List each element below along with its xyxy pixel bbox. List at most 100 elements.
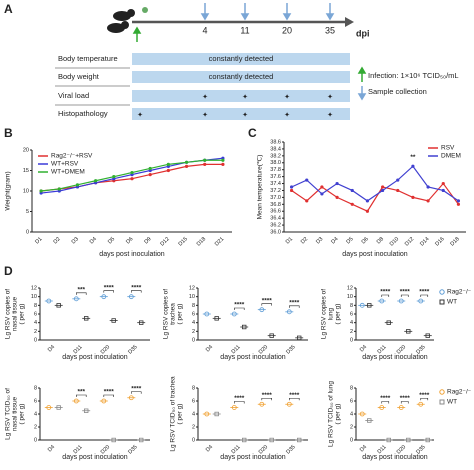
bracket <box>103 394 114 397</box>
row-lines <box>55 67 130 106</box>
x-tick-label: D20 <box>396 444 407 455</box>
point <box>305 199 309 203</box>
unit: dpi <box>356 28 370 38</box>
point <box>426 185 430 189</box>
svg-text:✦: ✦ <box>327 93 333 101</box>
y-axis-label: ( per g) <box>19 304 26 325</box>
x-tick-label: D1 <box>34 236 43 245</box>
day-label: 11 <box>240 25 249 35</box>
legend-text: Sample collection <box>368 87 427 96</box>
y-tick-label: 4 <box>192 411 195 417</box>
legend-sample-arrow <box>357 86 367 101</box>
day-label: 4 <box>202 25 207 35</box>
panel-label: B <box>4 126 13 140</box>
row-label: Body weight <box>58 72 100 81</box>
svg-text:✦: ✦ <box>242 111 248 119</box>
y-tick-label: 6 <box>192 311 195 317</box>
panel-a: A B C D dpi 4 11 20 35 Body temperature … <box>4 2 459 278</box>
point <box>166 168 170 173</box>
y-tick-label: 0 <box>192 437 195 443</box>
day-label: 35 <box>325 25 335 35</box>
bracket <box>103 290 114 293</box>
y-tick-label: 8 <box>34 385 37 391</box>
svg-text:✦: ✦ <box>202 111 208 119</box>
y-axis-label: Lg RSV copies of <box>163 289 170 339</box>
point <box>221 162 225 166</box>
y-tick-label: 4 <box>350 320 353 326</box>
y-tick-label: 0 <box>26 229 29 235</box>
bracket <box>400 294 409 297</box>
panel-label: C <box>248 126 257 140</box>
legend-swatch <box>439 399 445 405</box>
point <box>335 181 339 186</box>
y-axis-label: ( per g) <box>177 304 184 325</box>
x-tick-label: D4 <box>47 444 56 453</box>
x-axis-label: days post inoculation <box>220 454 285 461</box>
x-tick-label: D20 <box>258 344 269 355</box>
panel-label: A <box>4 2 13 16</box>
y-tick-label: 37.6 <box>270 174 281 180</box>
annotation: ** <box>410 154 416 161</box>
x-tick-label: D10 <box>389 236 400 247</box>
point <box>184 164 189 168</box>
annotation: **** <box>234 302 245 309</box>
bracket <box>76 394 87 397</box>
x-tick-label: D21 <box>214 236 225 247</box>
bracket <box>420 294 429 297</box>
row-note: constantly detected <box>209 72 274 81</box>
point <box>441 181 445 186</box>
y-axis-label: Weight(gram) <box>5 171 12 210</box>
y-tick-label: 6 <box>34 311 37 317</box>
point <box>411 164 415 168</box>
annotation: **** <box>104 284 115 291</box>
x-tick-label: D11 <box>73 344 84 355</box>
x-axis-label: days post inoculation <box>362 354 427 361</box>
point <box>320 185 324 189</box>
point <box>380 188 385 193</box>
y-tick-label: 12 <box>347 285 353 291</box>
point <box>203 162 207 166</box>
x-tick-label: D5 <box>107 236 116 245</box>
annotation: *** <box>77 389 85 396</box>
bracket <box>131 391 142 394</box>
y-tick-label: 38.2 <box>270 153 281 159</box>
x-tick-label: D12 <box>159 236 170 247</box>
x-tick-label: D3 <box>315 236 324 245</box>
point <box>396 188 400 193</box>
point <box>94 179 98 183</box>
x-tick-label: D2 <box>300 236 309 245</box>
x-tick-label: D15 <box>178 236 189 247</box>
svg-text:✦: ✦ <box>202 93 208 101</box>
y-tick-label: 5 <box>26 209 29 215</box>
bracket <box>261 397 272 401</box>
x-tick-label: D4 <box>47 344 56 353</box>
annotation: *** <box>77 287 85 294</box>
point <box>184 160 189 164</box>
x-tick-label: D2 <box>52 236 61 245</box>
y-tick-label: 36.4 <box>270 216 281 222</box>
legend-label: DMEM <box>441 153 461 160</box>
y-axis-label: Lg RSV TCID₅₀ of trachea <box>170 376 177 452</box>
y-tick-label: 10 <box>189 294 195 300</box>
point <box>166 162 170 166</box>
y-axis-label: ( per g) <box>177 404 184 425</box>
y-tick-label: 0 <box>192 337 195 343</box>
mice <box>107 7 148 33</box>
y-tick-label: 8 <box>34 303 37 309</box>
y-axis-label: Lg RSV copies of <box>5 289 12 339</box>
y-tick-label: 0 <box>34 437 37 443</box>
x-tick-label: D4 <box>205 444 214 453</box>
x-tick-label: D11 <box>73 444 84 455</box>
x-tick-label: D35 <box>415 344 426 355</box>
y-axis-label: Lg RSV TCID₅₀ of <box>5 388 12 440</box>
x-tick-label: D9 <box>143 236 152 245</box>
y-axis-label: Lg RSV TCID₅₀ of lung <box>328 381 335 447</box>
y-axis-label: nasal tissue <box>12 396 19 431</box>
x-tick-label: D4 <box>205 344 214 353</box>
row-label: Viral load <box>58 91 89 100</box>
annotation: **** <box>419 289 430 296</box>
point <box>350 188 354 193</box>
x-tick-label: D11 <box>231 344 242 355</box>
bracket <box>234 401 245 404</box>
panel-label: D <box>4 264 13 278</box>
